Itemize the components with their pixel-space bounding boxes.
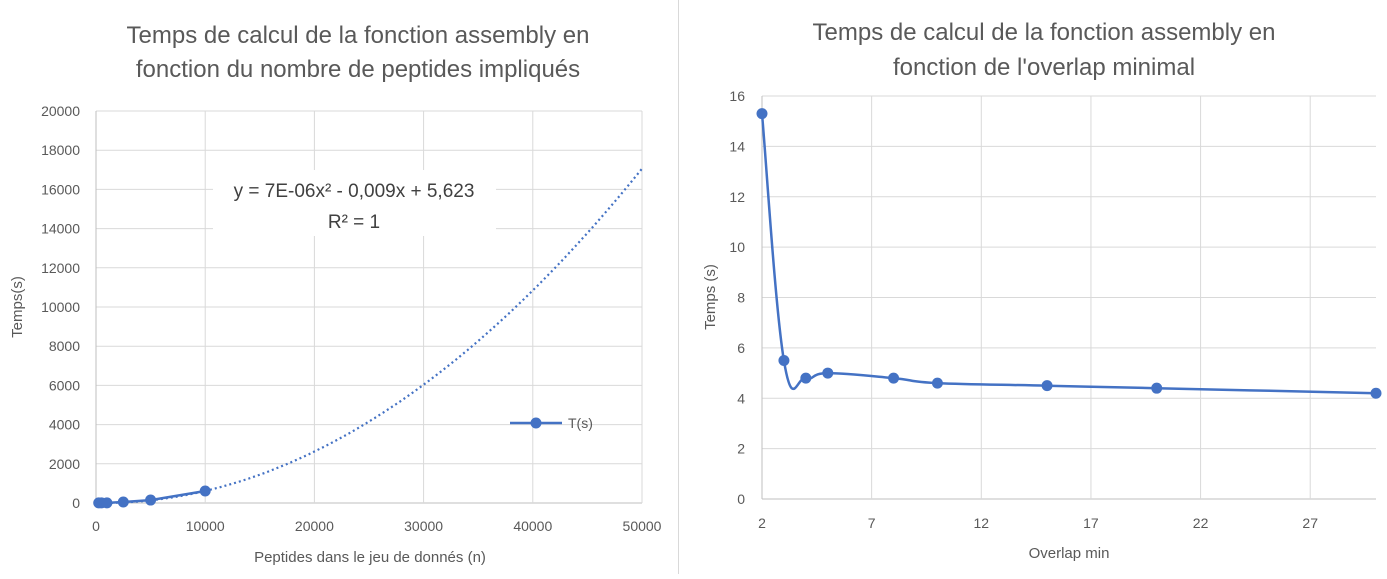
y-tick-label: 12 <box>729 189 745 205</box>
x-tick-label: 40000 <box>513 518 552 534</box>
y-tick-label: 4 <box>737 390 745 406</box>
data-point <box>931 377 943 389</box>
chart-title-line2: fonction de l'overlap minimal <box>893 54 1195 81</box>
chart-peptides-panel: Temps de calcul de la fonction assembly … <box>0 0 678 574</box>
x-tick-label: 0 <box>92 518 100 534</box>
chart-title-line1: Temps de calcul de la fonction assembly … <box>813 19 1276 46</box>
data-point <box>822 367 834 379</box>
x-tick-label: 50000 <box>623 518 662 534</box>
x-tick-label: 12 <box>973 515 989 531</box>
data-point <box>1151 382 1163 394</box>
x-tick-label: 30000 <box>404 518 443 534</box>
gridlines <box>761 95 1376 500</box>
chart-overlap-panel: Temps de calcul de la fonction assembly … <box>679 0 1387 574</box>
chart-title-line1: Temps de calcul de la fonction assembly … <box>127 22 590 49</box>
trendline-r2: R² = 1 <box>328 212 380 233</box>
x-axis-title: Overlap min <box>1029 545 1110 562</box>
x-tick-label: 10000 <box>186 518 225 534</box>
data-point <box>888 372 900 384</box>
data-point <box>199 485 211 497</box>
legend-label: T(s) <box>568 415 593 431</box>
y-tick-label: 14 <box>729 138 745 154</box>
y-tick-label: 12000 <box>41 260 80 276</box>
y-tick-labels: 0 2000 4000 6000 8000 10000 12000 14000 16000 180… <box>41 103 80 511</box>
data-points <box>756 108 1382 399</box>
y-tick-label: 2000 <box>49 456 80 472</box>
equation-box <box>213 170 496 236</box>
x-tick-label: 17 <box>1083 515 1099 531</box>
y-tick-label: 6 <box>737 340 745 356</box>
y-tick-label: 0 <box>72 495 80 511</box>
data-point <box>145 494 157 506</box>
x-tick-labels: 0 10000 20000 30000 40000 50000 <box>92 518 662 534</box>
trendline-equation: y = 7E-06x² - 0,009x + 5,623 <box>234 181 475 202</box>
y-tick-label: 16000 <box>41 181 80 197</box>
y-tick-label: 6000 <box>49 377 80 393</box>
y-tick-label: 16 <box>729 88 745 104</box>
y-axis-title: Temps(s) <box>9 276 26 338</box>
panel-divider <box>678 0 679 574</box>
y-tick-label: 14000 <box>41 221 80 237</box>
y-tick-label: 4000 <box>49 417 80 433</box>
legend: T(s) <box>510 415 593 431</box>
chart-title-line2: fonction du nombre de peptides impliqués <box>136 56 580 83</box>
chart-overlap: Temps de calcul de la fonction assembly … <box>702 19 1382 562</box>
data-point <box>778 354 790 366</box>
data-points <box>93 485 211 509</box>
x-tick-label: 7 <box>868 515 876 531</box>
legend-marker <box>530 417 542 429</box>
y-tick-labels: 0 2 4 6 8 10 12 14 16 <box>729 88 745 507</box>
y-tick-label: 20000 <box>41 103 80 119</box>
y-tick-label: 8000 <box>49 338 80 354</box>
x-axis-title: Peptides dans le jeu de donnés (n) <box>254 549 486 566</box>
y-tick-label: 10 <box>729 239 745 255</box>
x-tick-label: 20000 <box>295 518 334 534</box>
data-point <box>800 372 812 384</box>
y-tick-label: 8 <box>737 290 745 306</box>
x-tick-label: 22 <box>1193 515 1209 531</box>
x-tick-labels: 2 7 12 17 22 27 <box>758 515 1318 531</box>
y-tick-label: 10000 <box>41 299 80 315</box>
x-tick-label: 27 <box>1302 515 1318 531</box>
data-point <box>1041 380 1053 392</box>
data-point <box>1370 387 1382 399</box>
series-line <box>760 113 1377 395</box>
gridlines <box>95 110 643 504</box>
x-tick-label: 2 <box>758 515 766 531</box>
y-tick-label: 18000 <box>41 142 80 158</box>
y-tick-label: 0 <box>737 491 745 507</box>
data-point <box>101 497 113 509</box>
data-point <box>117 496 129 508</box>
y-tick-label: 2 <box>737 441 745 457</box>
chart-peptides: Temps de calcul de la fonction assembly … <box>9 22 662 566</box>
data-point <box>756 108 768 120</box>
y-axis-title: Temps (s) <box>702 264 719 330</box>
